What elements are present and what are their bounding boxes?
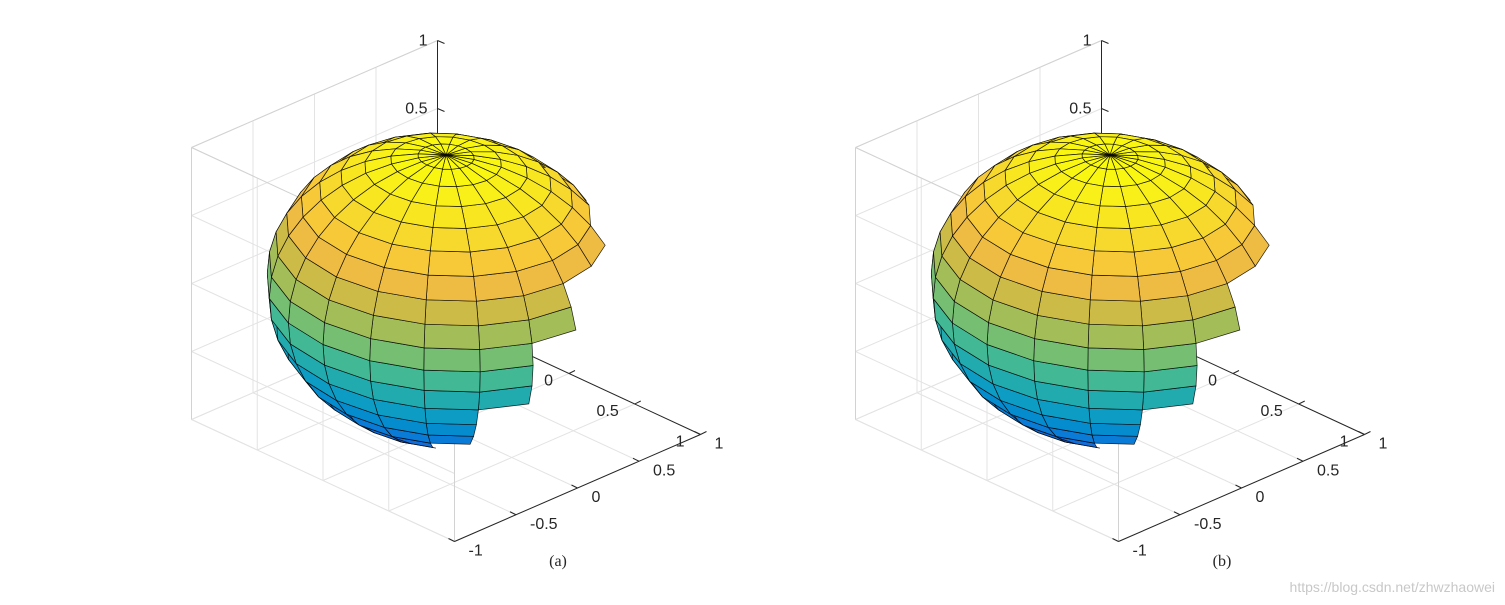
y-tick [509,511,517,516]
surface-patch [286,195,304,237]
surface-patch [1089,274,1141,302]
surface-patch [432,205,467,229]
x-tick [634,400,641,405]
surface-patch [425,422,477,437]
subplot-caption: (b) [1213,553,1232,570]
surface-patch [424,407,479,426]
surface-patch [1091,250,1139,277]
surface-patch [1089,422,1141,437]
subplot-a: -1-11-0.5-0.50.50000.50.5-0.511-1(a) [191,33,724,570]
y-tick [1112,538,1119,542]
grid-line [388,403,635,512]
x-tick-label: 1 [1340,434,1349,451]
x-tick-label: 1 [676,434,685,451]
z-tick [1101,108,1109,112]
y-tick [1235,484,1242,489]
grid-line [191,419,455,542]
x-tick-label: 0.5 [1261,403,1283,420]
surface-patch [1093,227,1135,253]
y-tick-label: 0 [592,489,601,506]
x-tick [1364,431,1371,435]
surface-patch [1087,369,1145,393]
y-tick [1173,511,1181,516]
surface-patch [424,299,479,327]
x-tick [568,370,576,374]
y-tick [694,431,701,435]
y-tick [1358,431,1365,435]
y-tick-label: 0.5 [653,462,675,479]
grid-line [916,392,1181,516]
z-tick [437,40,445,44]
z-tick-label: 1 [419,33,428,50]
x-tick-label: 0 [544,373,553,390]
surface-patch [427,250,475,277]
y-tick-label: -0.5 [530,516,558,533]
grid-line [191,108,438,216]
z-tick-label: 1 [1083,33,1092,50]
surface-patch [1088,299,1143,327]
surface-patch [1087,323,1145,350]
surface-patch [1096,205,1131,229]
z-tick [437,108,445,112]
surface-patch [423,369,481,393]
box-edge [855,40,1102,148]
y-tick-label: -1 [1133,543,1147,560]
watermark: https://blog.csdn.net/zhwzhaowei [1290,579,1495,595]
grid-line [1052,403,1299,512]
subplot-b: -1-11-0.5-0.50.50000.50.5-0.511-1(b) [855,33,1388,570]
x-tick [700,431,707,435]
surface-patch [429,227,471,253]
surface-patch [469,247,517,277]
grid-line [252,392,517,516]
y-tick-label: -1 [469,543,483,560]
grid-line [855,108,1102,216]
surface-patch [423,323,481,350]
surface-patch [423,390,481,411]
z-tick [1101,40,1109,44]
surface-patch [1133,247,1181,277]
y-tick-label: 1 [1379,436,1388,453]
y-tick [571,484,578,489]
surface-patch [950,195,968,237]
grid-line [855,419,1119,542]
surface-patch [425,274,477,302]
z-tick-label: 0.5 [405,101,427,118]
y-tick [632,457,640,462]
surface-patch [1087,390,1145,411]
x-tick-label: 0 [1208,373,1217,390]
x-tick [1298,400,1305,405]
y-tick [1296,457,1304,462]
y-tick-label: 0 [1256,489,1265,506]
y-tick-label: 0.5 [1317,462,1339,479]
x-tick-label: 0.5 [597,403,619,420]
subplot-caption: (a) [549,553,567,570]
y-tick-label: -0.5 [1194,516,1222,533]
z-tick-label: 0.5 [1069,101,1091,118]
surface-patch [423,347,481,373]
surface-patch [1088,407,1143,426]
box-edge [191,40,438,148]
surface-patch [1087,347,1145,373]
y-tick [448,538,455,542]
y-tick-label: 1 [715,436,724,453]
x-tick [1232,370,1240,374]
